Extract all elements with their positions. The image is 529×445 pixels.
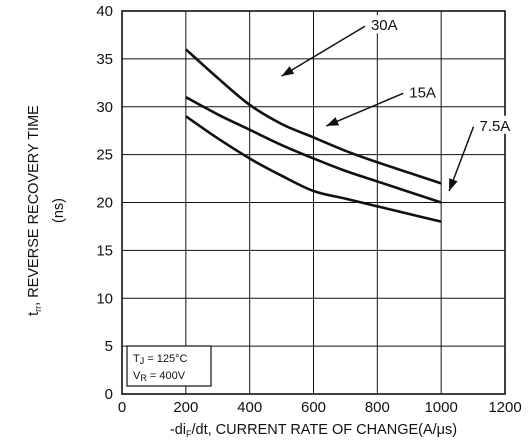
annotation-arrowhead xyxy=(326,117,340,126)
y-tick-label: 5 xyxy=(105,338,113,355)
curves xyxy=(184,48,442,223)
curve-label: 15A xyxy=(409,84,436,101)
y-tick-label: 40 xyxy=(96,3,113,20)
x-tick-label: 1200 xyxy=(488,399,521,416)
annotation-leader xyxy=(325,92,404,127)
curve-label: 7.5A xyxy=(479,118,510,135)
y-axis-label-line2: (ns) xyxy=(51,198,67,223)
conditions-box: TJ = 125°C VR = 400V xyxy=(126,345,212,387)
x-tick-label: 800 xyxy=(365,399,390,416)
curve-annotations: 30A 15A 7.5A xyxy=(281,15,518,192)
y-tick-label: 35 xyxy=(96,51,113,68)
grid-lines xyxy=(122,11,505,394)
y-tick-label: 10 xyxy=(96,290,113,307)
y-axis-label: trr, REVERSE RECOVERY TIME (ns) xyxy=(26,105,67,316)
x-axis-label: -diF/dt, CURRENT RATE OF CHANGE(A/μs) xyxy=(170,422,457,439)
x-tick-label: 600 xyxy=(301,399,326,416)
y-tick-label: 20 xyxy=(96,195,113,212)
annotation-backing xyxy=(475,115,518,134)
conditions-frame xyxy=(126,345,212,387)
curve-7-5A xyxy=(185,115,442,223)
plot-frame xyxy=(121,10,506,395)
y-tick-label: 30 xyxy=(96,99,113,116)
x-tick-label: 200 xyxy=(173,399,198,416)
curve-label: 30A xyxy=(371,17,398,34)
y-tick-label: 25 xyxy=(96,147,113,164)
x-tick-label: 0 xyxy=(118,399,126,416)
annotation-leader xyxy=(281,25,366,77)
y-tick-labels: 0 5 10 15 20 25 30 35 40 xyxy=(96,3,113,403)
x-tick-label: 1000 xyxy=(424,399,457,416)
annotation-backing xyxy=(405,82,440,101)
annotation-arrowhead xyxy=(449,178,458,192)
junction-temp-label: TJ = 125°C xyxy=(133,353,188,366)
x-tick-label: 400 xyxy=(237,399,262,416)
y-tick-label: 15 xyxy=(96,242,113,259)
curve-30A xyxy=(184,48,442,185)
x-tick-labels: 0 200 400 600 800 1000 1200 xyxy=(118,399,522,416)
curve-15A xyxy=(185,96,442,204)
annotation-backing xyxy=(366,15,401,34)
annotation-arrowhead xyxy=(281,66,295,77)
y-tick-label: 0 xyxy=(105,386,113,403)
reverse-voltage-label: VR = 400V xyxy=(133,370,186,383)
y-axis-label-line1: trr, REVERSE RECOVERY TIME xyxy=(26,105,43,316)
